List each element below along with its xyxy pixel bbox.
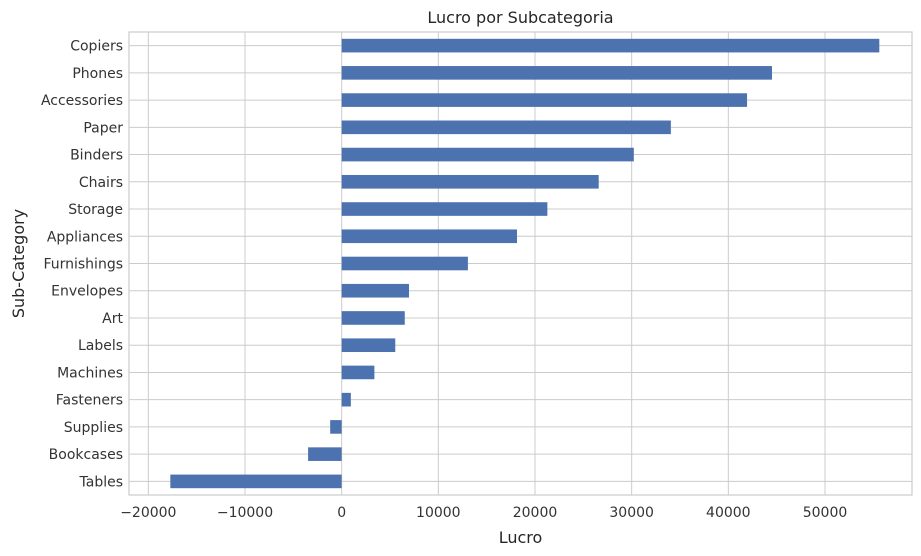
x-tick-label: −20000 <box>120 505 176 521</box>
y-tick-label: Art <box>102 311 123 327</box>
y-tick-label: Binders <box>70 148 123 164</box>
y-tick-label: Envelopes <box>51 284 123 300</box>
y-tick-label: Paper <box>83 120 123 136</box>
y-tick-label: Copiers <box>70 39 123 55</box>
bar-accessories <box>341 93 748 107</box>
x-tick-label: 40000 <box>706 505 751 521</box>
plot-frame <box>128 31 913 496</box>
bar-supplies <box>330 420 342 434</box>
y-tick-label: Phones <box>72 66 123 82</box>
y-tick-label: Supplies <box>64 420 123 436</box>
y-tick-label: Tables <box>79 474 124 490</box>
x-tick-label: 10000 <box>416 505 461 521</box>
bar-storage <box>341 202 548 216</box>
chart-title: Lucro por Subcategoria <box>427 8 613 27</box>
y-tick-label: Labels <box>78 338 123 354</box>
bar-phones <box>341 66 772 80</box>
y-tick-labels: Copiers Phones Accessories Paper Binders Chai… <box>41 39 124 491</box>
bar-fasteners <box>341 392 351 407</box>
x-axis-label: Lucro <box>499 528 543 547</box>
bar-labels <box>341 338 396 353</box>
y-tick-label: Machines <box>57 365 123 381</box>
x-tick-label: 0 <box>337 505 346 521</box>
y-tick-label: Fasteners <box>56 393 123 409</box>
y-tick-label: Chairs <box>79 175 123 191</box>
x-tick-label: −10000 <box>217 505 273 521</box>
bars-layer <box>170 38 880 489</box>
bar-copiers <box>341 38 880 53</box>
y-tick-label: Bookcases <box>49 447 123 463</box>
bar-art <box>341 311 405 325</box>
bar-envelopes <box>341 283 409 298</box>
bar-tables <box>170 474 342 489</box>
bar-appliances <box>341 229 518 244</box>
y-tick-label: Storage <box>68 202 123 218</box>
y-axis-label: Sub-Category <box>9 209 28 318</box>
y-tick-label: Furnishings <box>43 257 123 273</box>
bar-furnishings <box>341 256 468 271</box>
x-tick-label: 20000 <box>513 505 558 521</box>
x-tick-label: 50000 <box>803 505 848 521</box>
bar-paper <box>341 120 671 135</box>
x-tick-labels: −20000 −10000 0 10000 20000 30000 40000 50000 <box>120 505 847 521</box>
bar-binders <box>341 147 634 162</box>
bar-machines <box>341 365 375 380</box>
y-tick-label: Accessories <box>41 93 123 109</box>
bar-bookcases <box>308 447 342 461</box>
y-tick-label: Appliances <box>47 229 123 245</box>
bar-chairs <box>341 174 599 189</box>
x-tick-label: 30000 <box>609 505 654 521</box>
